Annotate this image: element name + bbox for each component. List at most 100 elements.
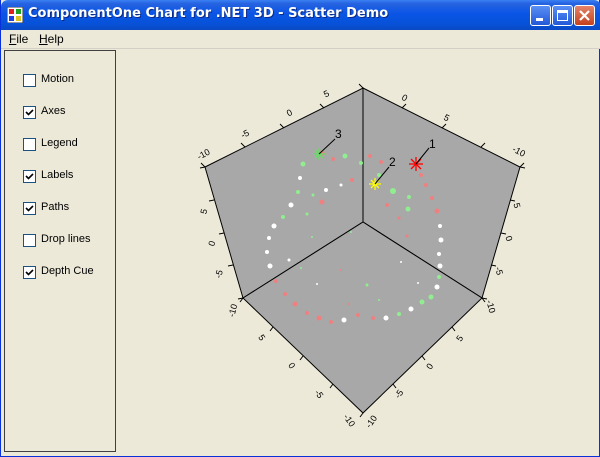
data-point [316, 283, 318, 285]
axis-tick-labels: -10 -5 0 5 0 5 -10 5 0 -5 -10 5 0 -5 -10… [195, 88, 527, 430]
data-point [331, 157, 335, 161]
option-label: Motion [41, 73, 75, 85]
data-point [437, 252, 441, 256]
data-point [350, 231, 352, 233]
data-point [383, 315, 389, 321]
data-point [283, 292, 287, 296]
data-point [365, 283, 369, 287]
axes-checkbox[interactable] [23, 106, 36, 119]
data-point [437, 263, 443, 269]
tick-label: 5 [442, 112, 451, 123]
data-point [316, 315, 322, 321]
data-point [368, 154, 372, 158]
data-point [271, 223, 277, 229]
tick-label: 0 [400, 92, 409, 103]
tick-label: -5 [493, 266, 505, 276]
data-point [341, 317, 347, 323]
minimize-button[interactable] [530, 5, 551, 26]
checkmark-icon [25, 205, 34, 212]
data-point [397, 216, 401, 220]
labels-checkbox[interactable] [23, 170, 36, 183]
drop-lines-checkbox[interactable] [23, 234, 36, 247]
tick-label: -5 [239, 128, 251, 141]
data-point [428, 294, 434, 300]
menu-file[interactable]: File [9, 32, 28, 46]
menu-help[interactable]: Help [39, 32, 64, 46]
tick-label: 0 [206, 240, 217, 247]
data-point [324, 188, 328, 192]
menu-help-accel: H [39, 32, 48, 46]
tick-label: -10 [195, 147, 211, 162]
leader-line-1 [415, 147, 430, 165]
window-title: ComponentOne Chart for .NET 3D - Scatter… [28, 6, 389, 21]
checkmark-icon [25, 173, 34, 180]
tick-marks [199, 83, 526, 418]
data-point [319, 199, 325, 205]
tick-label: -10 [341, 412, 357, 428]
data-point [348, 303, 350, 305]
option-label: Axes [41, 105, 66, 117]
data-point [288, 202, 294, 208]
data-point [342, 153, 348, 159]
tick-label: 5 [511, 202, 522, 209]
tick-label: 5 [322, 88, 331, 99]
data-point [424, 183, 428, 187]
checkmark-icon [25, 109, 34, 116]
motion-checkbox[interactable] [23, 74, 36, 87]
maximize-icon [557, 10, 568, 21]
title-bar[interactable]: ComponentOne Chart for .NET 3D - Scatter… [1, 0, 600, 30]
tick-label: 5 [256, 333, 267, 343]
menu-help-rest: elp [47, 32, 64, 46]
tick-label: 0 [285, 107, 294, 118]
data-point [281, 215, 285, 219]
maximize-button[interactable] [552, 5, 573, 26]
close-icon [579, 10, 590, 21]
paths-checkbox[interactable] [23, 202, 36, 215]
tick-label: -5 [393, 388, 406, 400]
data-point [377, 173, 381, 177]
data-point [379, 160, 383, 164]
data-point [298, 176, 302, 180]
data-point [408, 306, 414, 312]
depth-cue-checkbox[interactable] [23, 266, 36, 279]
data-point [311, 193, 315, 197]
data-point [267, 263, 273, 269]
point-label-3: 3 [335, 127, 342, 141]
data-point [305, 212, 309, 216]
data-point [296, 190, 300, 194]
tick-label: 0 [424, 361, 435, 371]
data-point [417, 282, 419, 284]
data-point [287, 258, 291, 262]
data-point [407, 195, 411, 199]
data-point [371, 316, 375, 320]
data-point [274, 279, 278, 283]
data-point [390, 188, 396, 194]
data-point [397, 312, 401, 316]
tick-label: 0 [286, 361, 297, 371]
leader-line-2 [374, 166, 390, 185]
data-point [405, 206, 411, 212]
tick-label: -10 [511, 144, 527, 159]
minimize-icon [536, 18, 543, 21]
data-point [419, 299, 425, 305]
data-point [305, 311, 309, 315]
menu-bar: File Help [1, 30, 600, 49]
data-point [300, 161, 306, 167]
tick-label: 5 [454, 333, 465, 343]
scatter-chart-3d[interactable]: -10 -5 0 5 0 5 -10 5 0 -5 -10 5 0 -5 -10… [119, 50, 599, 455]
legend-checkbox[interactable] [23, 138, 36, 151]
tick-label: 5 [198, 208, 209, 215]
data-point [300, 267, 302, 269]
data-point [437, 275, 441, 279]
data-point [405, 234, 409, 238]
option-label: Drop lines [41, 233, 91, 245]
point-label-2: 2 [389, 155, 396, 169]
close-button[interactable] [574, 5, 595, 26]
tick-label: -5 [313, 388, 326, 400]
options-panel: Motion Axes Legend Labels Paths Drop lin… [4, 50, 116, 452]
leader-line-3 [318, 138, 336, 155]
data-point [265, 250, 269, 254]
data-point [378, 299, 380, 301]
tick-label: -10 [226, 303, 239, 318]
data-point [359, 161, 363, 165]
